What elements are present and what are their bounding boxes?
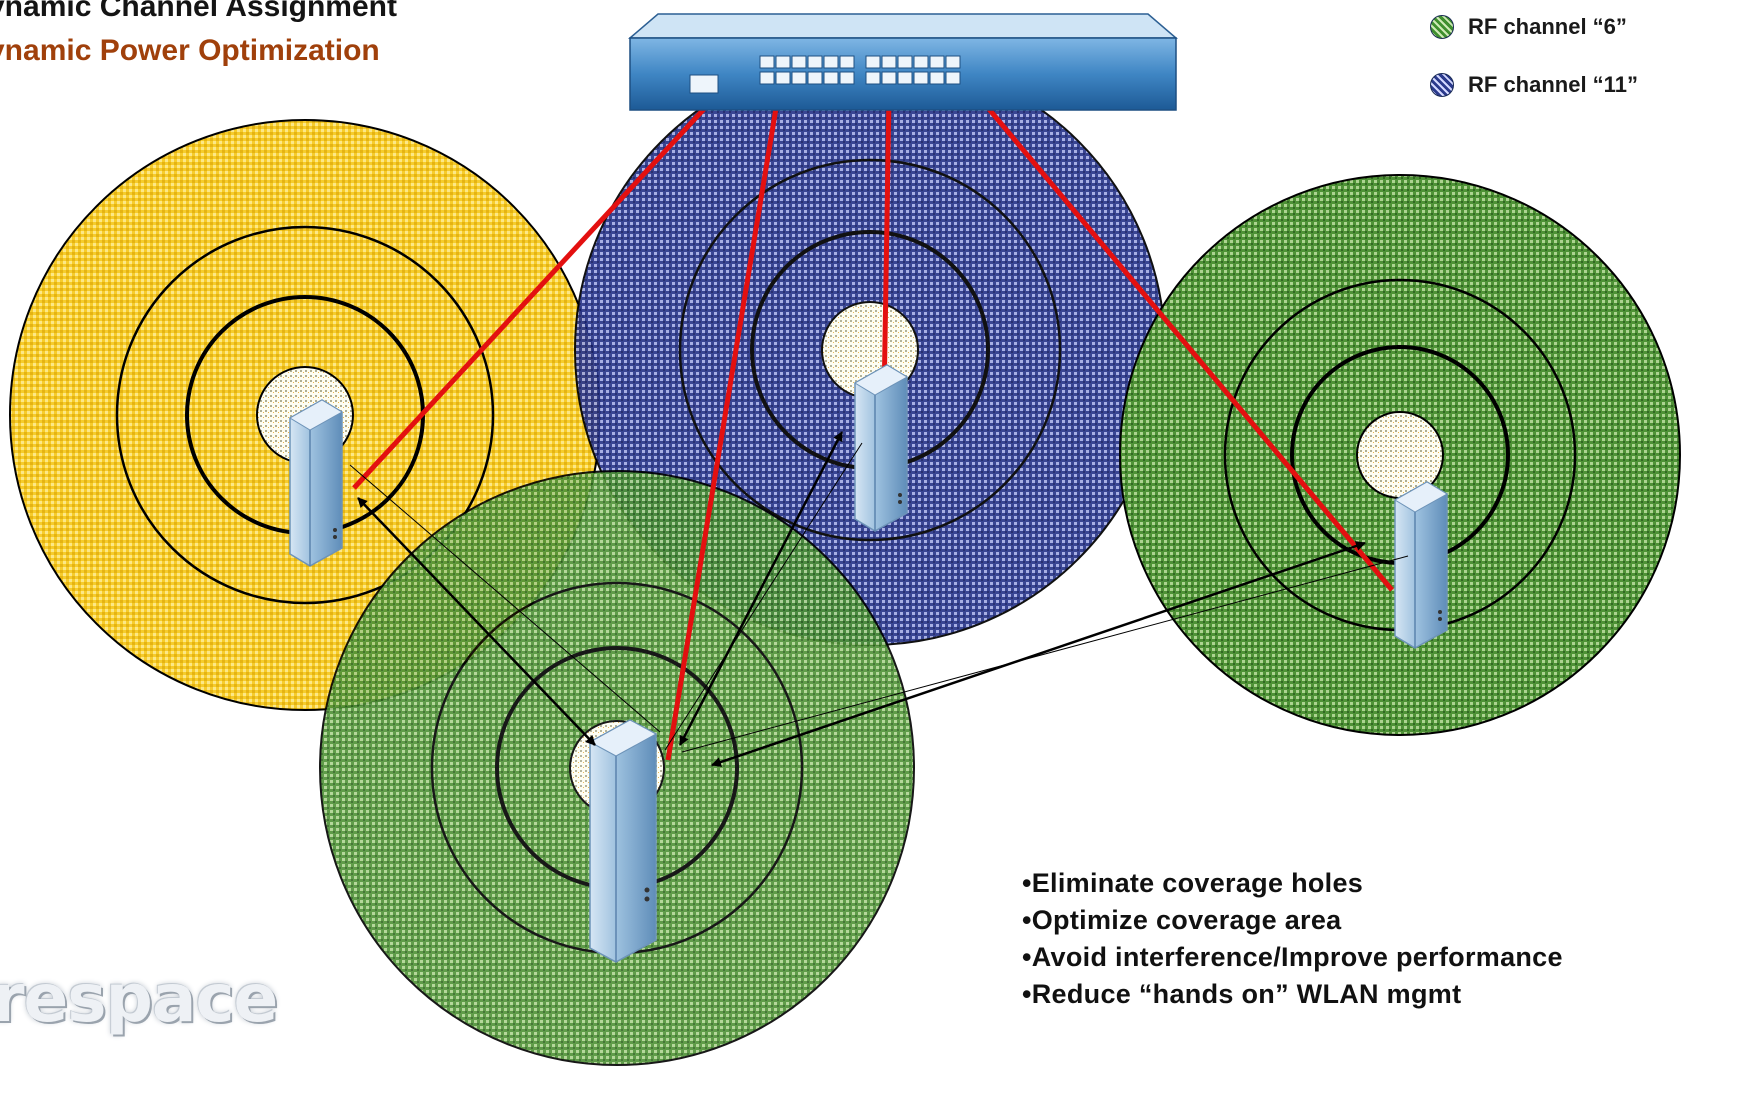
- benefit-item: •Avoid interference/Improve performance: [1022, 942, 1563, 972]
- legend-item-channel-11: RF channel “11”: [1430, 72, 1638, 98]
- benefit-item: •Optimize coverage area: [1022, 905, 1342, 935]
- legend-label: RF channel “11”: [1468, 72, 1638, 97]
- network-switch-icon: [627, 13, 1179, 111]
- arrow-left-to-bottom-thin: [349, 464, 661, 733]
- title-dynamic-channel: ynamic Channel Assignment: [0, 0, 397, 23]
- legend-label: RF channel “6”: [1468, 14, 1627, 39]
- benefit-item: •Eliminate coverage holes: [1022, 868, 1364, 898]
- coverage-cell-green-right: [1119, 174, 1681, 736]
- benefit-item: •Reduce “hands on” WLAN mgmt: [1022, 979, 1462, 1009]
- arrow-bottom-to-right: [711, 541, 1366, 767]
- access-point-icon: [588, 719, 658, 963]
- neighbor-arrows: [349, 431, 1409, 767]
- green-channel-swatch-icon: [1430, 15, 1454, 39]
- title-dynamic-power: ynamic Power Optimization: [0, 34, 380, 67]
- access-point-icon: [854, 364, 908, 532]
- legend-item-channel-6: RF channel “6”: [1430, 14, 1627, 40]
- arrow-bottom-to-right-thin: [681, 555, 1409, 753]
- wired-link-left: [352, 94, 718, 490]
- arrow-left-to-bottom: [357, 497, 596, 746]
- benefits-list: •Eliminate coverage holes •Optimize cove…: [1022, 865, 1563, 1013]
- wired-link-center: [881, 95, 892, 403]
- wired-link-right: [976, 94, 1394, 592]
- brand-logo: respace: [0, 960, 278, 1037]
- access-point-icon: [1394, 481, 1448, 649]
- blue-channel-swatch-icon: [1430, 73, 1454, 97]
- access-point-icon: [289, 399, 343, 567]
